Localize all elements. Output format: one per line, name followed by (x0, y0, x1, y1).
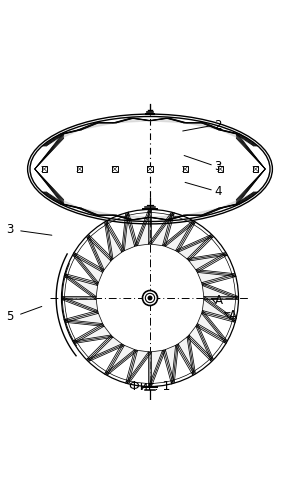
Polygon shape (106, 345, 136, 374)
Polygon shape (115, 215, 150, 220)
FancyBboxPatch shape (218, 166, 223, 172)
Polygon shape (164, 222, 194, 251)
Polygon shape (74, 254, 103, 284)
Text: A: A (215, 294, 223, 308)
Polygon shape (64, 312, 103, 325)
Polygon shape (220, 192, 256, 208)
FancyBboxPatch shape (182, 166, 188, 172)
Polygon shape (150, 212, 173, 246)
Text: A: A (229, 308, 237, 322)
Polygon shape (197, 312, 226, 342)
Text: 3: 3 (7, 224, 14, 236)
Polygon shape (80, 208, 115, 215)
Polygon shape (185, 208, 220, 215)
Polygon shape (136, 210, 150, 246)
Polygon shape (185, 123, 220, 130)
Polygon shape (197, 271, 236, 284)
Polygon shape (64, 275, 98, 298)
FancyBboxPatch shape (77, 166, 82, 172)
Polygon shape (202, 284, 238, 298)
Polygon shape (164, 345, 177, 384)
Polygon shape (44, 192, 80, 208)
Text: Фиг. 1: Фиг. 1 (129, 380, 171, 394)
FancyBboxPatch shape (112, 166, 118, 172)
Polygon shape (106, 222, 123, 260)
FancyBboxPatch shape (147, 166, 153, 172)
Polygon shape (177, 336, 194, 374)
Circle shape (148, 296, 152, 300)
Polygon shape (220, 130, 256, 146)
Polygon shape (61, 298, 98, 312)
Polygon shape (123, 212, 136, 251)
FancyBboxPatch shape (253, 166, 258, 172)
Text: 4: 4 (214, 185, 222, 198)
FancyBboxPatch shape (42, 166, 47, 172)
Polygon shape (115, 118, 150, 123)
Polygon shape (80, 123, 115, 130)
Polygon shape (87, 336, 123, 360)
Polygon shape (150, 215, 185, 220)
Polygon shape (87, 236, 112, 271)
Text: 5: 5 (7, 310, 14, 323)
Text: 2: 2 (214, 118, 222, 132)
Circle shape (142, 290, 158, 306)
Polygon shape (150, 118, 185, 123)
Polygon shape (74, 325, 112, 342)
Polygon shape (44, 130, 80, 146)
Polygon shape (202, 298, 236, 321)
Polygon shape (150, 350, 164, 387)
Circle shape (145, 294, 155, 302)
Polygon shape (188, 254, 226, 271)
Polygon shape (127, 350, 150, 384)
Polygon shape (188, 325, 213, 360)
Text: 3: 3 (214, 160, 222, 173)
Polygon shape (177, 236, 213, 260)
